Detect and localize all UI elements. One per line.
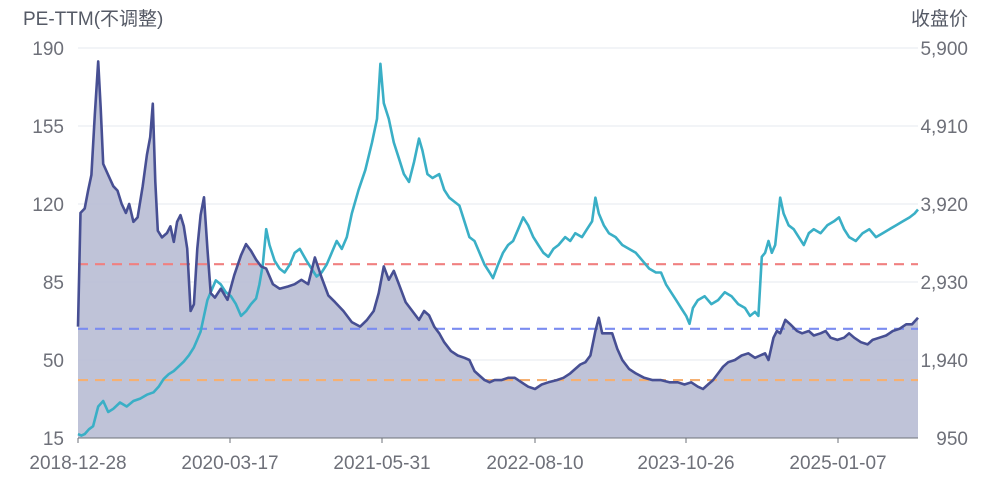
x-tick-label: 2023-10-26 (637, 453, 734, 474)
left-axis-title: PE-TTM(不调整) (23, 8, 163, 30)
left-tick-label: 190 (32, 39, 64, 60)
right-axis-ticks: 5,900 4,910 3,920 2,930 1,940 950 (920, 39, 968, 450)
x-tick-label: 2025-01-07 (789, 453, 886, 474)
x-tick-label: 2018-12-28 (29, 453, 126, 474)
left-tick-label: 120 (32, 195, 64, 216)
right-axis-title: 收盘价 (911, 8, 968, 30)
right-tick-label: 3,920 (920, 195, 968, 216)
right-tick-label: 4,910 (920, 117, 968, 138)
series-lines (76, 60, 919, 437)
left-tick-label: 50 (43, 351, 64, 372)
left-tick-label: 15 (43, 429, 64, 450)
x-axis-ticks: 2018-12-28 2020-03-17 2021-05-31 2022-08-10… (29, 438, 887, 474)
left-tick-label: 85 (43, 273, 64, 294)
pe-area-layer (78, 61, 918, 439)
right-tick-label: 950 (936, 429, 968, 450)
x-tick-label: 2020-03-17 (181, 453, 278, 474)
pe-area (78, 61, 918, 439)
right-tick-label: 5,900 (920, 39, 968, 60)
x-tick-label: 2022-08-10 (486, 453, 583, 474)
reference-lines (78, 263, 918, 382)
left-axis-ticks: 190 155 120 85 50 15 (32, 39, 64, 450)
x-tick-label: 2021-05-31 (333, 453, 430, 474)
pe-line (76, 60, 919, 391)
right-tick-label: 2,930 (920, 273, 968, 294)
right-tick-label: 1,940 (920, 351, 968, 372)
left-tick-label: 155 (32, 117, 64, 138)
